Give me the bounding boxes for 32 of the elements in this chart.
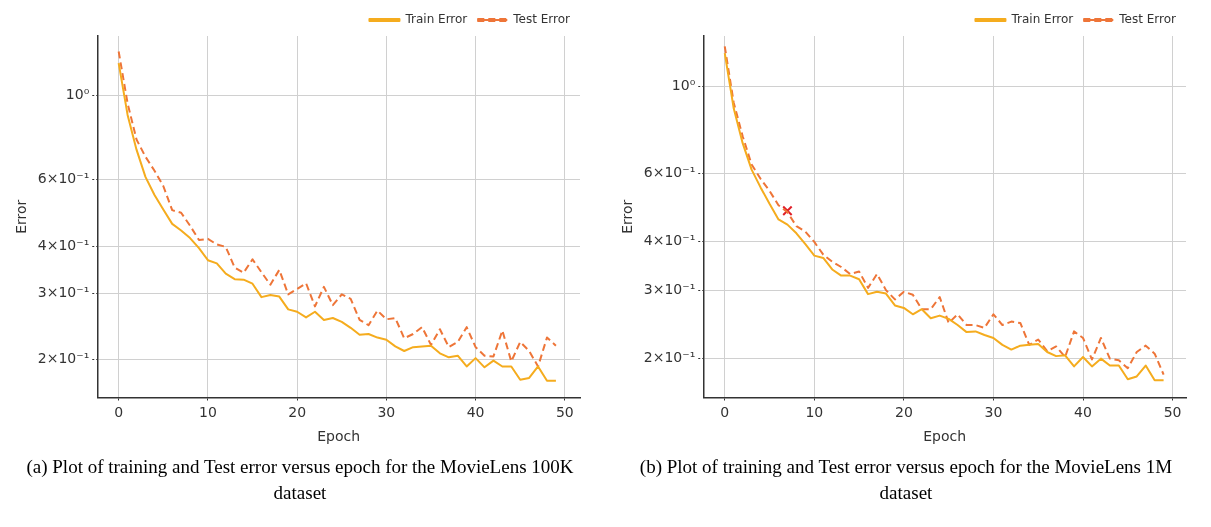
y-tick-label: 6×10⁻¹ <box>37 170 90 187</box>
text: (a) Plot of training and Test error versus epoch for the MovieLens 100K dataset <box>25 455 575 505</box>
legend-label: Train Error <box>1010 12 1074 27</box>
y-tick-label: 4×10⁻¹ <box>643 232 696 249</box>
x-tick-label: 40 <box>1074 404 1092 421</box>
legend-label: Test Error <box>1118 12 1177 27</box>
x-axis-title: Epoch <box>317 428 361 445</box>
y-tick-label: 2×10⁻¹ <box>643 349 696 366</box>
y-tick-label: 6×10⁻¹ <box>643 163 696 180</box>
x-tick-label: 10 <box>805 404 824 421</box>
y-tick-label: 10⁰ <box>671 77 696 94</box>
x-axis-title: Epoch <box>923 428 967 445</box>
y-tick-label: 10⁰ <box>65 86 90 103</box>
x-tick-label: 20 <box>288 404 307 421</box>
y-axis-title: Error <box>13 199 30 234</box>
legend-label: Train Error <box>404 12 468 27</box>
x-tick-label: 0 <box>720 404 730 421</box>
x-tick-label: 30 <box>377 404 396 421</box>
x-tick-label: 50 <box>1163 404 1182 421</box>
y-tick-label: 4×10⁻¹ <box>37 236 90 253</box>
x-tick-label: 10 <box>198 404 217 421</box>
y-tick-label: 3×10⁻¹ <box>643 280 696 297</box>
legend-label: Test Error <box>512 12 571 27</box>
x-tick-label: 40 <box>466 404 485 421</box>
y-axis-title: Error <box>619 199 636 234</box>
y-tick-label: 2×10⁻¹ <box>37 350 90 367</box>
x-tick-label: 50 <box>555 404 574 421</box>
text: (b) Plot of training and Test error versus epoch for the MovieLens 1M dataset <box>638 455 1174 505</box>
x-tick-label: 30 <box>984 404 1003 421</box>
x-tick-label: 20 <box>894 404 913 421</box>
y-tick-label: 3×10⁻¹ <box>37 283 90 300</box>
x-tick-label: 0 <box>114 404 124 421</box>
